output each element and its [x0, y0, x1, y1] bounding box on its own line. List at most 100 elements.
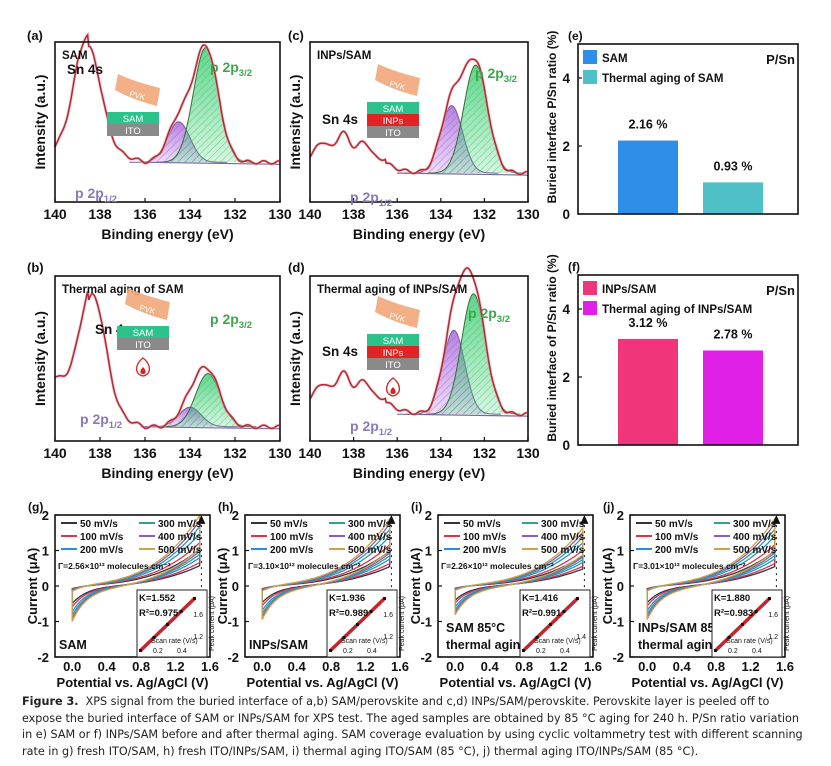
inset-x-label: Scan rate (V/s) [341, 638, 388, 645]
sam-layer-icon [367, 102, 419, 114]
legend-label: Thermal aging of INPs/SAM [602, 304, 752, 316]
y-tick-label: 4 [562, 71, 570, 86]
panel-label: (j) [603, 500, 614, 514]
inset-point [369, 610, 373, 613]
p2p32-component-fill [427, 65, 524, 174]
xps-panel-d: 140 138 136 134 132 130 Binding energy (eV) Int… [287, 260, 540, 481]
legend-label: 50 mV/s [80, 519, 118, 530]
y-tick-label: -1 [420, 615, 432, 630]
legend-label: 50 mV/s [270, 519, 308, 530]
ito-layer-icon [107, 124, 159, 136]
x-axis-label: Binding energy (eV) [353, 226, 485, 242]
inset-frame [326, 589, 398, 658]
inset-point [152, 636, 156, 639]
panel-label: (f) [568, 260, 580, 274]
x-tick-label: 140 [298, 445, 322, 461]
x-tick-label: 130 [268, 445, 292, 461]
pvk-layer-icon [125, 288, 170, 320]
xps-panel-c: 140 138 136 134 132 130 Binding energy (eV) Int… [287, 28, 540, 242]
bar [618, 338, 678, 445]
x-tick-label: 138 [342, 206, 366, 222]
arrow-up-icon [580, 515, 589, 524]
plot-frame [309, 275, 529, 442]
x-tick-label: 1.2 [742, 659, 760, 674]
legend-label: 200 mV/s [80, 545, 124, 556]
bar [703, 182, 763, 214]
panel-label: (d) [288, 260, 305, 275]
p2p32-component-fill [425, 293, 522, 415]
y-tick-label: 0 [562, 207, 570, 222]
panel-title: SAM [62, 50, 88, 62]
y-tick-label: -2 [37, 650, 49, 665]
p2p32-annotation: p 2p3/2 [475, 65, 517, 85]
legend-swatch [583, 301, 597, 315]
inset-frame [711, 589, 783, 658]
panel-label: (a) [27, 28, 43, 43]
chart-title: P/Sn [766, 283, 795, 298]
inset-point [139, 649, 142, 652]
panel-label: (e) [568, 29, 583, 43]
inset-plot: K=1.880 R²=0.983 Scan rate (V/s) 0.2 0.4 1.2 1… [711, 589, 791, 658]
inset-plot: K=1.936 R²=0.989 Scan rate (V/s) 0.2 0.4 1.2 1… [326, 589, 406, 658]
legend-label: 400 mV/s [733, 532, 777, 543]
p2p12-annotation: p 2p1/2 [75, 185, 117, 205]
x-axis-label: Potential vs. Ag/AgCl (V) [247, 675, 399, 690]
inset-frame [136, 589, 208, 658]
pvk-layer-icon [115, 74, 160, 106]
envelope-line [309, 58, 528, 176]
cv-panel-j: 0.0 0.4 0.8 1.2 1.6 -2 -1 0 1 2 Potential vs. Ag/A… [600, 500, 794, 690]
x-tick-label: 138 [88, 445, 112, 461]
legend-label: 500 mV/s [158, 545, 202, 556]
cv-curve-500mVs [71, 513, 201, 622]
p2p12-component-fill [403, 105, 500, 174]
inset-y-label: Peak current (μA) [784, 596, 791, 651]
sam-layer-icon [107, 112, 159, 124]
legend-label: 50 mV/s [463, 519, 501, 530]
p2p32-annotation: p 2p3/2 [210, 59, 252, 79]
inset-y-label: Peak current (μA) [399, 596, 406, 651]
x-tick-label: 134 [178, 206, 202, 222]
inset-x-tick: 0.4 [752, 648, 762, 655]
x-tick-label: 140 [43, 445, 67, 461]
inset-point [714, 649, 717, 652]
sam-layer-label: SAM [133, 328, 154, 339]
envelope-line [54, 291, 280, 430]
cv-curve-500mVs [646, 516, 776, 620]
inset-r2-value: R²=0.991 [522, 608, 562, 619]
y-tick-label: 1 [617, 544, 624, 559]
y-axis-label: Intensity (a.u.) [287, 311, 303, 406]
x-axis-label: Binding energy (eV) [101, 226, 233, 242]
inset-x-tick: 0.4 [367, 648, 377, 655]
legend-label: 400 mV/s [158, 532, 202, 543]
y-tick-label: -1 [227, 615, 239, 630]
x-tick-label: 140 [298, 206, 322, 222]
inset-x-tick: 0.2 [536, 648, 546, 655]
sample-label: SAM [59, 638, 87, 652]
inset-r2-value: R²=0.975 [139, 608, 179, 619]
inset-y-tick: 1.6 [768, 612, 778, 619]
panel-label: (i) [411, 500, 422, 514]
cv-panel-g: 0.0 0.4 0.8 1.2 1.6 -2 -1 0 1 2 Potential vs. Ag/A… [25, 500, 219, 690]
sample-label: thermal aging [446, 638, 528, 652]
inset-y-label: Peak current (μA) [209, 596, 216, 651]
y-tick-label: 0 [42, 579, 49, 594]
legend-label: 50 mV/s [655, 519, 693, 530]
bar [618, 140, 678, 214]
bar-panel-f: 3.12 % 2.78 % 0 2 4 INPs/SAM Thermal aging of … [545, 254, 799, 453]
x-tick-label: 0.0 [446, 659, 464, 674]
panel-title: INPs/SAM [317, 50, 371, 62]
legend-label: SAM [602, 53, 628, 65]
inset-x-tick: 0.4 [177, 648, 187, 655]
x-tick-label: 0.8 [322, 659, 340, 674]
inset-y-tick: 1.4 [576, 634, 586, 641]
y-tick-label: -1 [37, 615, 49, 630]
sn4s-annotation: Sn 4s [322, 344, 358, 359]
inset-y-tick: 1.2 [768, 634, 778, 641]
x-tick-label: 132 [473, 206, 497, 222]
y-tick-label: 2 [562, 370, 570, 385]
x-axis-label: Potential vs. Ag/AgCl (V) [440, 675, 592, 690]
bar-value-label: 3.12 % [629, 316, 668, 330]
